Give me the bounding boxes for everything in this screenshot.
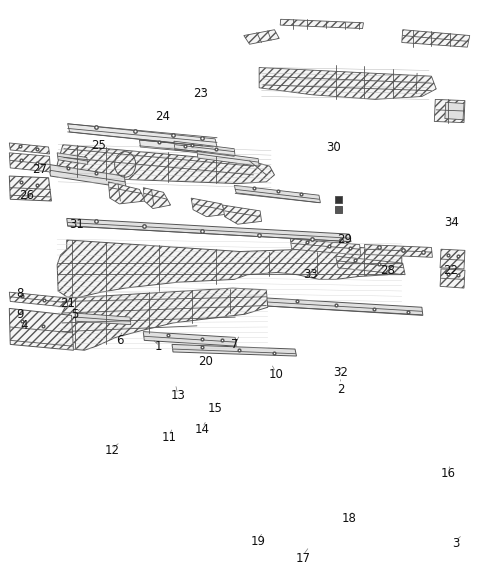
Polygon shape (445, 102, 464, 120)
Polygon shape (336, 256, 405, 275)
Text: 31: 31 (69, 218, 84, 230)
Polygon shape (57, 153, 88, 165)
Text: 32: 32 (333, 365, 348, 379)
Text: 5: 5 (71, 308, 79, 321)
Text: 4: 4 (20, 320, 27, 332)
Polygon shape (191, 198, 226, 217)
Polygon shape (364, 244, 432, 257)
Text: 20: 20 (198, 356, 213, 368)
Polygon shape (144, 187, 170, 208)
Polygon shape (9, 176, 51, 201)
Text: 29: 29 (337, 233, 352, 246)
Polygon shape (9, 143, 49, 154)
Text: 13: 13 (170, 389, 185, 402)
Polygon shape (280, 19, 363, 29)
Text: 25: 25 (91, 139, 106, 152)
Polygon shape (68, 124, 217, 147)
Polygon shape (172, 345, 297, 356)
Polygon shape (440, 249, 465, 269)
Polygon shape (259, 68, 436, 100)
Text: 7: 7 (231, 338, 239, 351)
Text: 11: 11 (162, 431, 177, 444)
Text: 18: 18 (342, 512, 357, 525)
Polygon shape (197, 151, 259, 166)
Polygon shape (434, 100, 465, 123)
Text: 22: 22 (443, 264, 458, 277)
Text: 10: 10 (268, 368, 283, 381)
Text: 14: 14 (195, 423, 210, 436)
Polygon shape (9, 153, 50, 172)
Text: 19: 19 (251, 535, 266, 548)
Polygon shape (234, 185, 321, 203)
Text: 8: 8 (16, 288, 24, 300)
Polygon shape (48, 165, 126, 187)
Text: 17: 17 (296, 552, 311, 565)
Text: 3: 3 (452, 537, 459, 550)
Polygon shape (144, 332, 236, 346)
Text: 34: 34 (444, 216, 459, 229)
Polygon shape (108, 182, 145, 204)
Text: 24: 24 (155, 111, 170, 123)
Polygon shape (244, 30, 279, 44)
Polygon shape (440, 269, 465, 288)
Polygon shape (9, 308, 73, 350)
Polygon shape (57, 145, 275, 183)
Polygon shape (290, 239, 360, 255)
Text: 1: 1 (155, 340, 162, 353)
Polygon shape (266, 298, 423, 315)
Text: 30: 30 (326, 140, 341, 154)
Polygon shape (57, 240, 402, 298)
Text: 27: 27 (33, 162, 48, 176)
Polygon shape (174, 141, 235, 158)
Polygon shape (75, 313, 131, 325)
Polygon shape (140, 140, 203, 153)
Bar (335, 205, 342, 212)
Text: 15: 15 (208, 402, 223, 415)
Text: 26: 26 (20, 189, 35, 202)
Polygon shape (67, 218, 351, 242)
Text: 21: 21 (60, 297, 75, 310)
Bar (335, 196, 342, 203)
Text: 9: 9 (16, 308, 24, 321)
Polygon shape (9, 292, 68, 307)
Text: 23: 23 (193, 87, 208, 100)
Polygon shape (58, 288, 268, 350)
Text: 28: 28 (380, 264, 395, 277)
Text: 33: 33 (303, 268, 318, 281)
Text: 12: 12 (104, 444, 119, 457)
Text: 16: 16 (441, 467, 456, 480)
Text: 6: 6 (116, 334, 123, 347)
Polygon shape (402, 30, 470, 47)
Text: 2: 2 (337, 383, 344, 396)
Polygon shape (223, 205, 262, 224)
